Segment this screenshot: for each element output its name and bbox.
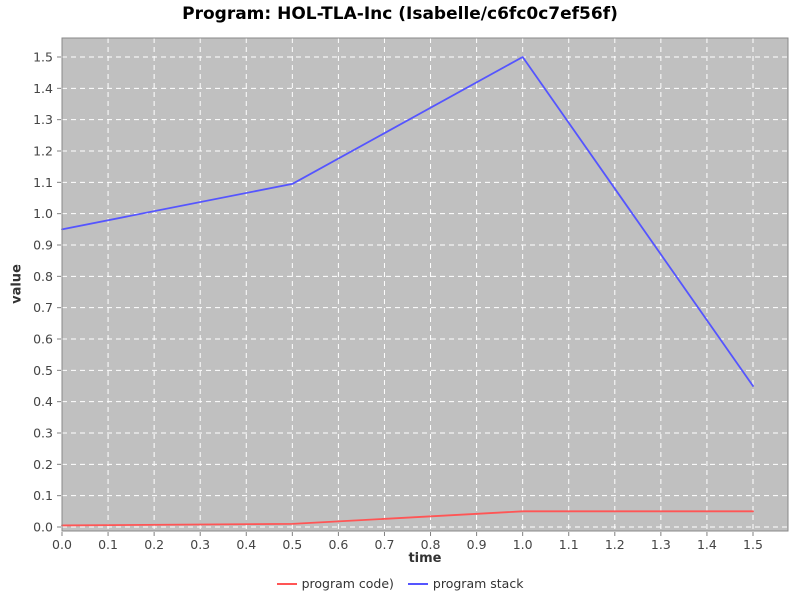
x-tick-label: 0.7	[375, 537, 395, 552]
x-tick-label: 0.3	[190, 537, 210, 552]
x-tick-label: 0.2	[144, 537, 164, 552]
legend-item-program-code: program code)	[276, 576, 394, 591]
y-tick-label: 0.9	[33, 238, 53, 253]
axis-ticks: 0.0 0.1 0.2 0.3 0.4 0.5 0.6 0.7 0.8 0.9 1.0 1.1 1.2 1…	[33, 50, 763, 553]
y-tick-label: 1.0	[33, 206, 53, 221]
y-tick-label: 0.7	[33, 300, 53, 315]
x-tick-label: 1.1	[559, 537, 579, 552]
legend-label-program-stack: program stack	[432, 576, 524, 591]
legend: program code) program stack	[0, 576, 800, 591]
legend-item-program-stack: program stack	[407, 576, 524, 591]
legend-label-program-code: program code)	[301, 576, 394, 591]
x-tick-label: 0.9	[467, 537, 487, 552]
x-tick-label: 1.5	[743, 537, 763, 552]
series-line-program-code	[61, 510, 754, 527]
x-tick-label: 1.2	[605, 537, 625, 552]
x-tick-label: 0.8	[421, 537, 441, 552]
plot-area: 0.0 0.1 0.2 0.3 0.4 0.5 0.6 0.7 0.8 0.9 1.0 1.1 1.2 1…	[33, 37, 789, 553]
y-tick-label: 1.1	[33, 175, 53, 190]
y-tick-label: 0.1	[33, 488, 53, 503]
y-tick-label: 0.6	[33, 332, 53, 347]
y-tick-label: 1.2	[33, 144, 53, 159]
y-tick-label: 0.5	[33, 363, 53, 378]
y-axis-label: value	[9, 264, 25, 304]
x-tick-label: 1.0	[513, 537, 533, 552]
y-tick-label: 0.4	[33, 394, 53, 409]
x-tick-label: 1.4	[697, 537, 717, 552]
x-tick-label: 0.6	[328, 537, 348, 552]
y-tick-label: 0.8	[33, 269, 53, 284]
y-tick-label: 1.3	[33, 112, 53, 127]
plot-frame	[61, 37, 789, 532]
x-tick-label: 1.3	[651, 537, 671, 552]
program-stack-line-swatch	[407, 582, 428, 585]
y-tick-label: 0.2	[33, 457, 53, 472]
y-tick-label: 1.4	[33, 81, 53, 96]
program-code-line-swatch	[276, 582, 297, 585]
y-tick-label: 1.5	[33, 50, 53, 65]
chart-title: Program: HOL-TLA-Inc (Isabelle/c6fc0c7ef…	[182, 4, 618, 24]
plot-background	[62, 38, 788, 531]
x-tick-label: 0.5	[282, 537, 302, 552]
series-line-program-stack	[61, 56, 754, 387]
y-tick-label: 0.3	[33, 426, 53, 441]
x-axis-label: time	[408, 551, 442, 566]
x-tick-label: 0.4	[236, 537, 256, 552]
x-tick-label: 0.0	[52, 537, 72, 552]
x-tick-label: 0.1	[98, 537, 118, 552]
gridlines	[61, 38, 788, 531]
y-tick-label: 0.0	[33, 520, 53, 535]
